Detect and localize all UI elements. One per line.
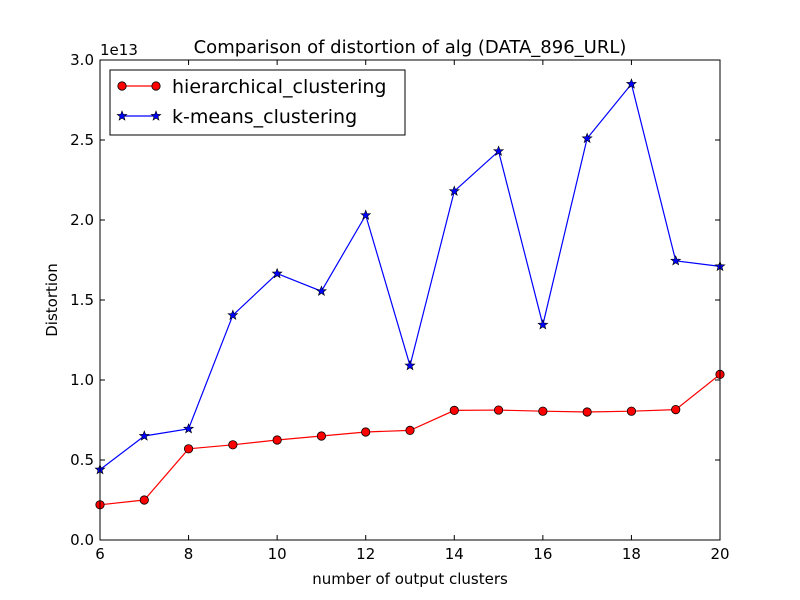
legend-box bbox=[109, 69, 406, 136]
x-tick-label: 14 bbox=[445, 545, 464, 563]
series-k-means_clustering bbox=[94, 78, 726, 475]
data-point-hierarchical_clustering bbox=[361, 427, 371, 437]
chart-title: Comparison of distortion of alg (DATA_89… bbox=[194, 37, 627, 58]
legend: hierarchical_clustering k-means_clusterin… bbox=[109, 69, 406, 136]
y-tick-label: 1.5 bbox=[70, 291, 94, 309]
x-tick-label: 20 bbox=[710, 545, 729, 563]
x-tick-label: 12 bbox=[356, 545, 375, 563]
legend-label-hierarchical_clustering: hierarchical_clustering bbox=[172, 76, 387, 98]
y-tick-label: 1.0 bbox=[70, 371, 94, 389]
y-tick-label: 2.5 bbox=[70, 131, 94, 149]
data-point-k-means_clustering bbox=[537, 318, 549, 330]
plot-area: 6 8 10 12 14 16 18 20 0.0 0.5 1.0 1.5 2.0 2.5 3.0 bbox=[70, 51, 729, 563]
data-point-k-means_clustering bbox=[625, 78, 637, 89]
data-point-k-means_clustering bbox=[493, 145, 505, 156]
y-tick-label: 0.5 bbox=[70, 451, 94, 469]
data-point-hierarchical_clustering bbox=[582, 407, 592, 417]
data-point-hierarchical_clustering bbox=[228, 440, 238, 450]
data-point-k-means_clustering bbox=[581, 132, 593, 144]
data-point-k-means_clustering bbox=[404, 359, 416, 371]
legend-marker-hierarchical_clustering bbox=[151, 81, 161, 91]
data-point-k-means_clustering bbox=[315, 285, 327, 296]
x-tick-label: 18 bbox=[622, 545, 641, 563]
x-tick-label: 6 bbox=[95, 545, 105, 563]
data-point-hierarchical_clustering bbox=[626, 406, 637, 416]
legend-label-k-means_clustering: k-means_clustering bbox=[172, 106, 357, 128]
y-tick-label: 2.0 bbox=[70, 211, 94, 229]
data-point-hierarchical_clustering bbox=[538, 406, 548, 416]
data-point-k-means_clustering bbox=[227, 309, 239, 320]
x-tick-label: 8 bbox=[184, 545, 194, 563]
data-point-hierarchical_clustering bbox=[493, 405, 504, 415]
x-tick-label: 16 bbox=[533, 545, 552, 563]
data-point-k-means_clustering bbox=[138, 430, 150, 441]
legend-marker-k-means_clustering bbox=[150, 110, 162, 121]
data-point-hierarchical_clustering bbox=[405, 425, 415, 435]
data-point-k-means_clustering bbox=[183, 422, 195, 434]
data-point-k-means_clustering bbox=[448, 185, 460, 196]
data-point-hierarchical_clustering bbox=[316, 431, 327, 441]
ticks-layer: 6 8 10 12 14 16 18 20 0.0 0.5 1.0 1.5 2.0 2.5 3.0 bbox=[70, 51, 729, 563]
series-hierarchical_clustering bbox=[95, 369, 725, 510]
data-point-hierarchical_clustering bbox=[449, 405, 459, 415]
y-tick-label: 0.0 bbox=[70, 531, 94, 549]
legend-marker-hierarchical_clustering bbox=[117, 81, 127, 91]
data-point-hierarchical_clustering bbox=[272, 435, 282, 445]
data-point-hierarchical_clustering bbox=[671, 404, 681, 415]
data-point-k-means_clustering bbox=[670, 254, 682, 266]
y-tick-label: 3.0 bbox=[70, 51, 94, 69]
data-point-hierarchical_clustering bbox=[139, 495, 149, 505]
series-layer bbox=[94, 78, 726, 510]
legend-marker-k-means_clustering bbox=[116, 110, 128, 121]
data-point-k-means_clustering bbox=[360, 209, 372, 220]
y-axis-label: Distortion bbox=[43, 263, 61, 337]
x-tick-label: 10 bbox=[268, 545, 287, 563]
data-point-hierarchical_clustering bbox=[183, 444, 194, 454]
x-axis-label: number of output clusters bbox=[312, 570, 508, 588]
y-axis-offset-label: 1e13 bbox=[100, 41, 138, 59]
data-point-k-means_clustering bbox=[271, 267, 283, 279]
